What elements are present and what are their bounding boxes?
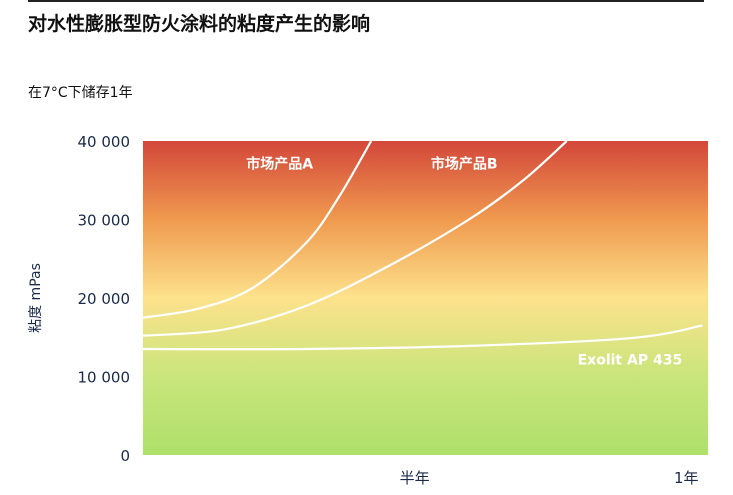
chart-subtitle: 在7°C下储存1年	[28, 85, 133, 101]
y-tick-label: 30 000	[78, 212, 131, 230]
series-label: 市场产品B	[431, 155, 498, 172]
series-label: Exolit AP 435	[578, 353, 683, 369]
series-line-1	[143, 141, 568, 337]
series-label: 市场产品A	[246, 155, 313, 172]
series-line-0	[143, 141, 373, 319]
plot-background	[143, 141, 708, 455]
chart-title: 对水性膨胀型防火涂料的粘度产生的影响	[28, 13, 371, 35]
y-tick-label: 40 000	[78, 133, 131, 151]
top-rule	[28, 0, 704, 2]
y-axis-label: 粘度 mPas	[28, 263, 44, 333]
series-line-2	[143, 324, 703, 351]
x-tick-label: 半年	[400, 469, 430, 487]
y-tick-label: 10 000	[78, 369, 131, 387]
y-tick-label: 0	[120, 447, 130, 465]
y-tick-label: 20 000	[78, 290, 131, 308]
x-tick-label: 1年	[674, 469, 699, 487]
